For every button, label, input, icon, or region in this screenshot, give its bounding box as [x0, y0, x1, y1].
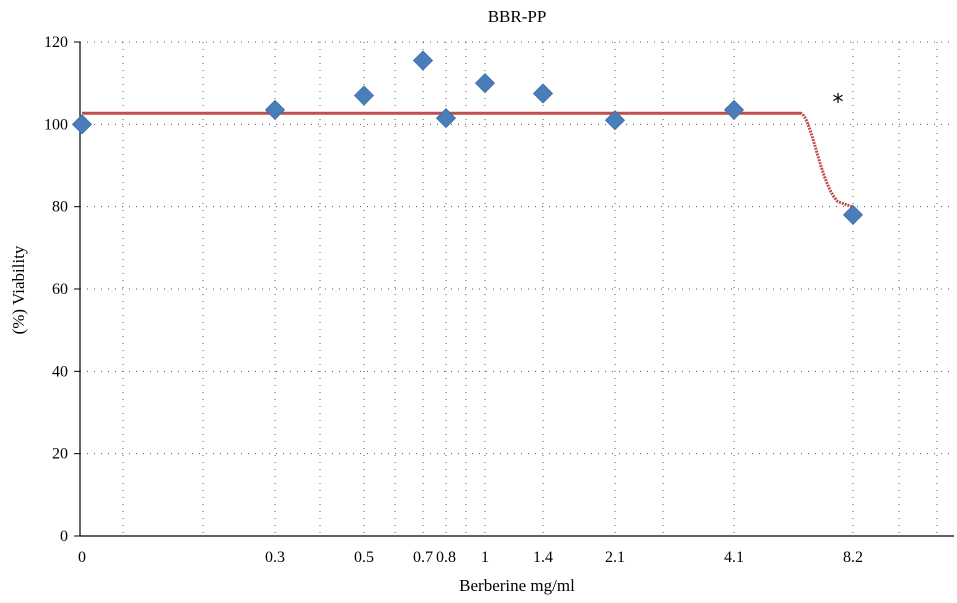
x-tick-label: 0.3 [265, 549, 285, 566]
data-point [71, 114, 93, 135]
x-tick-label: 0.7 [413, 549, 433, 566]
fit-curve-drop [799, 111, 853, 209]
y-tick-labels: 0 20 40 60 80 100 120 [44, 34, 68, 545]
x-tick-label: 0.8 [436, 549, 456, 566]
annotations: * [833, 91, 844, 116]
y-tick-label: 40 [52, 363, 68, 380]
y-tick-label: 100 [44, 116, 68, 133]
data-point [842, 204, 864, 225]
data-points [71, 50, 864, 225]
data-point [604, 110, 626, 131]
y-axis-title: (%) Viability [9, 245, 28, 334]
x-axis-title: Berberine mg/ml [459, 576, 575, 595]
data-point [474, 73, 496, 94]
y-tick-label: 80 [52, 199, 68, 216]
y-tick-label: 0 [60, 528, 68, 545]
data-point [435, 108, 457, 129]
y-tick-label: 60 [52, 281, 68, 298]
data-point [412, 50, 434, 71]
data-point [532, 83, 554, 104]
x-tick-labels: 0 0.3 0.5 0.7 0.8 1 1.4 2.1 4.1 8.2 [78, 549, 863, 566]
significance-asterisk: * [833, 91, 844, 116]
x-tick-label: 8.2 [843, 549, 863, 566]
data-point [264, 99, 286, 120]
x-tick-label: 1 [481, 549, 489, 566]
x-tick-label: 1.4 [533, 549, 553, 566]
grid [80, 41, 954, 536]
y-tick-label: 20 [52, 446, 68, 463]
y-tick-label: 120 [44, 34, 68, 51]
chart-title: BBR-PP [488, 7, 547, 26]
x-tick-label: 4.1 [724, 549, 744, 566]
data-point [723, 99, 745, 120]
x-tick-label: 0 [78, 549, 86, 566]
x-tick-label: 0.5 [354, 549, 374, 566]
x-tick-label: 2.1 [605, 549, 625, 566]
data-point [353, 85, 375, 106]
